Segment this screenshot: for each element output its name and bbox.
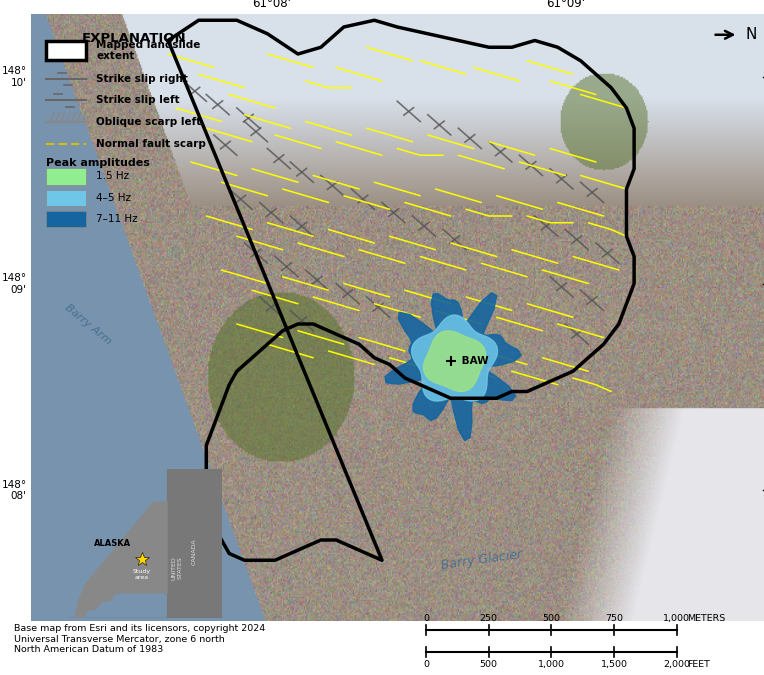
- Text: Mapped landslide
extent: Mapped landslide extent: [96, 40, 201, 61]
- Text: 4–5 Hz: 4–5 Hz: [96, 192, 131, 202]
- Polygon shape: [69, 618, 222, 667]
- Text: EXPLANATION: EXPLANATION: [83, 32, 186, 45]
- Bar: [47, 211, 86, 227]
- Text: FEET: FEET: [688, 660, 710, 670]
- Text: Barry Arm: Barry Arm: [63, 302, 113, 346]
- Text: Base map from Esri and its licensors, copyright 2024
Universal Transverse Mercat: Base map from Esri and its licensors, co…: [14, 624, 265, 654]
- Text: 1,000: 1,000: [538, 660, 565, 670]
- Text: 1,500: 1,500: [601, 660, 628, 670]
- Text: Study
area: Study area: [132, 569, 151, 580]
- Text: Normal fault scarp: Normal fault scarp: [96, 138, 206, 148]
- Text: 61°09': 61°09': [545, 0, 585, 10]
- Text: 500: 500: [480, 660, 497, 670]
- Text: Peak amplitudes: Peak amplitudes: [47, 159, 151, 169]
- Text: 1,000: 1,000: [663, 614, 691, 623]
- Text: Oblique scarp left: Oblique scarp left: [96, 117, 202, 128]
- Text: 1.5 Hz: 1.5 Hz: [96, 171, 130, 182]
- Text: BAW: BAW: [458, 356, 489, 366]
- Polygon shape: [385, 293, 521, 441]
- Bar: [47, 190, 86, 206]
- Polygon shape: [75, 502, 167, 618]
- Text: 0: 0: [423, 614, 429, 623]
- Text: Strike slip right: Strike slip right: [96, 74, 188, 84]
- Text: 750: 750: [605, 614, 623, 623]
- Text: 148°
09': 148° 09': [2, 273, 27, 294]
- Text: N: N: [746, 27, 757, 43]
- Text: UNITED
STATES: UNITED STATES: [172, 556, 183, 580]
- Text: 148°
10': 148° 10': [2, 67, 27, 88]
- Text: Barry Glacier: Barry Glacier: [440, 548, 523, 572]
- Polygon shape: [423, 331, 486, 392]
- Polygon shape: [167, 469, 222, 618]
- Text: Strike slip left: Strike slip left: [96, 95, 180, 105]
- Text: METERS: METERS: [688, 614, 726, 623]
- Bar: [47, 41, 86, 60]
- Bar: [47, 169, 86, 185]
- Text: 7–11 Hz: 7–11 Hz: [96, 214, 138, 224]
- Text: 0: 0: [423, 660, 429, 670]
- Text: CANADA: CANADA: [192, 539, 197, 565]
- Text: 2,000: 2,000: [663, 660, 691, 670]
- Polygon shape: [412, 315, 497, 401]
- Text: 61°08': 61°08': [252, 0, 290, 10]
- Text: 148°
08': 148° 08': [2, 479, 27, 501]
- Text: 500: 500: [542, 614, 561, 623]
- Text: ALASKA: ALASKA: [94, 539, 131, 548]
- Text: 250: 250: [480, 614, 497, 623]
